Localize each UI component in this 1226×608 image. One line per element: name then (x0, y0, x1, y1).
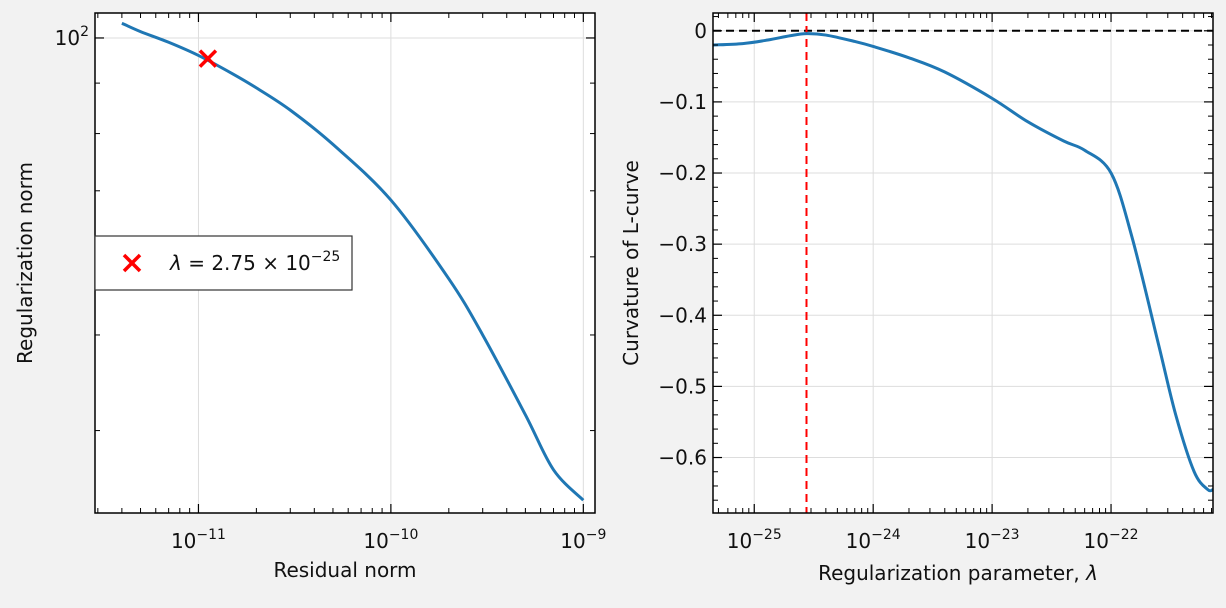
axes-frame (712, 12, 1214, 514)
y-tick-label: 102 (55, 24, 89, 50)
legend-box (94, 235, 353, 291)
y-tick-label: −0.4 (658, 303, 707, 327)
data-series-line (121, 21, 585, 502)
tick-marks (713, 13, 1213, 513)
tick-marks (95, 13, 595, 513)
x-tick-label: 10−25 (727, 527, 782, 553)
selected-lambda-marker (198, 49, 218, 68)
x-tick-label: 10−9 (560, 527, 606, 553)
legend: λ = 2.75 × 10−25 (94, 235, 353, 291)
x-tick-label: 10−10 (363, 527, 418, 553)
data-series-line (712, 32, 1214, 493)
y-axis-label: Curvature of L-curve (619, 160, 643, 366)
lcurve-panel: 10−11 10−10 10−9 102 Residual norm Regular… (13, 12, 606, 582)
series-layer (121, 21, 585, 502)
reference-lines (713, 13, 1213, 513)
plot-area (713, 13, 1213, 513)
gridlines (713, 13, 1213, 513)
y-tick-label: −0.1 (658, 90, 707, 114)
y-tick-label: 0 (694, 19, 707, 43)
curvature-panel: 10−25 10−24 10−23 10−22 0 −0.1 −0.2 −0.3 −0.4 −0… (619, 12, 1214, 585)
x-axis-label-symbol: λ (1085, 561, 1098, 585)
y-tick-label: −0.3 (658, 232, 707, 256)
x-tick-label: 10−22 (1084, 527, 1139, 553)
y-tick-labels: 0 −0.1 −0.2 −0.3 −0.4 −0.5 −0.6 (658, 19, 707, 470)
y-axis-label: Regularization norm (13, 162, 37, 364)
legend-lambda: λ (169, 251, 182, 275)
legend-marker-x-icon (122, 253, 142, 273)
legend-eq: = 2.75 × 10 (182, 251, 311, 275)
y-tick-label: −0.5 (658, 374, 707, 398)
x-tick-labels: 10−25 10−24 10−23 10−22 (727, 527, 1139, 553)
x-axis-label: Regularization parameter, λ (818, 561, 1098, 585)
x-tick-labels: 10−11 10−10 10−9 (171, 527, 606, 553)
x-axis-label: Residual norm (273, 558, 416, 582)
series-layer (712, 32, 1214, 493)
x-axis-label-text: Regularization parameter, (818, 561, 1086, 585)
y-tick-labels: 102 (55, 24, 89, 50)
x-tick-label: 10−11 (171, 527, 226, 553)
legend-label: λ = 2.75 × 10−25 (169, 249, 340, 275)
y-tick-label: −0.6 (658, 446, 707, 470)
x-tick-label: 10−23 (965, 527, 1020, 553)
y-tick-label: −0.2 (658, 161, 707, 185)
x-tick-label: 10−24 (846, 527, 901, 553)
legend-exp: −25 (311, 249, 341, 265)
marker-x-stroke (198, 49, 218, 68)
